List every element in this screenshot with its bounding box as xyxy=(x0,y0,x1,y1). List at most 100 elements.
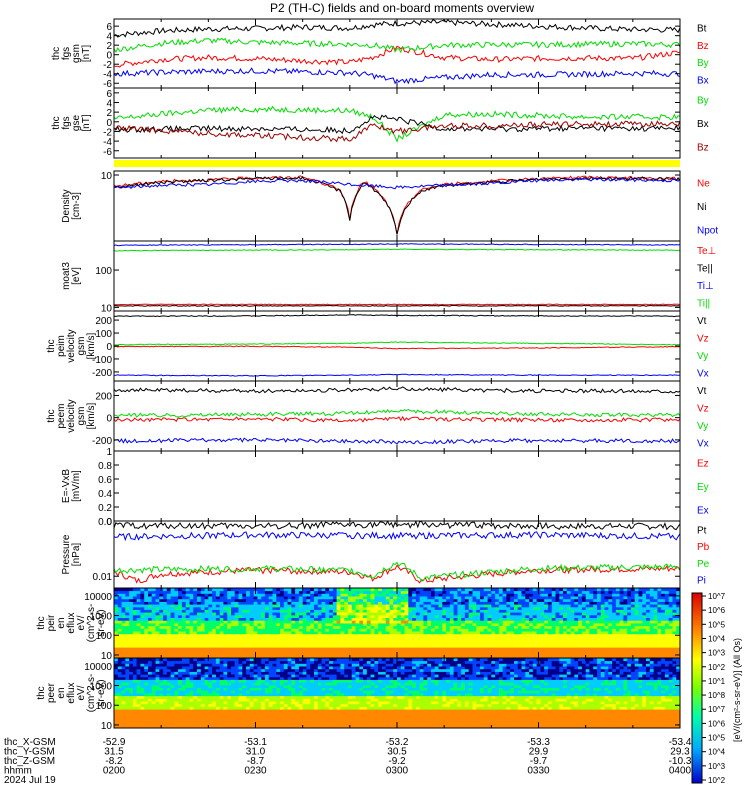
spectrogram-cell xyxy=(532,623,537,627)
spectrogram-cell xyxy=(272,636,277,640)
spectrogram-cell xyxy=(264,647,270,651)
spectrogram-cell xyxy=(415,639,421,643)
spectrogram-cell xyxy=(197,647,202,651)
spectrogram-cell xyxy=(329,639,334,643)
spectrogram-cell xyxy=(638,598,643,602)
spectrogram-cell xyxy=(208,655,213,659)
spectrogram-cell xyxy=(581,655,587,659)
spectrogram-cell xyxy=(340,598,345,602)
legend-entry: Ez xyxy=(697,459,709,470)
spectrogram-cell xyxy=(476,717,481,721)
spectrogram-cell xyxy=(449,722,454,726)
spectrogram-cell xyxy=(381,725,387,729)
spectrogram-cell xyxy=(434,625,439,629)
spectrogram-cell xyxy=(434,590,439,594)
spectrogram-cell xyxy=(181,725,187,729)
spectrogram-cell xyxy=(140,717,145,721)
spectrogram-cell xyxy=(468,725,473,729)
spectrogram-cell xyxy=(672,601,677,605)
spectrogram-cell xyxy=(498,644,504,648)
spectrogram-cell xyxy=(597,598,602,602)
spectrogram-cell xyxy=(540,598,545,602)
spectrogram-cell xyxy=(351,593,356,597)
spectrogram-cell xyxy=(287,719,292,723)
spectrogram-cell xyxy=(397,639,402,643)
spectrogram-cell xyxy=(578,631,583,635)
spectrogram-cell xyxy=(544,639,549,643)
spectrogram-cell xyxy=(253,617,258,621)
spectrogram-cell xyxy=(517,717,522,721)
spectrogram-cell xyxy=(461,601,466,605)
spectrogram-cell xyxy=(121,609,126,613)
spectrogram-cell xyxy=(381,590,387,594)
spectrogram-cell xyxy=(249,606,254,610)
spectrogram-cell xyxy=(268,719,273,723)
spectrogram-cell xyxy=(581,617,587,621)
spectrogram-cell xyxy=(563,725,568,729)
spectrogram-cell xyxy=(125,655,130,659)
spectrogram-cell xyxy=(117,644,122,648)
spectrogram-cell xyxy=(321,636,326,640)
spectrogram-cell xyxy=(163,588,168,592)
spectrogram-cell xyxy=(585,636,590,640)
spectrogram-cell xyxy=(249,614,254,618)
spectrogram-cell xyxy=(204,588,209,592)
spectrogram-cell xyxy=(615,601,621,605)
spectrogram-cell xyxy=(181,636,187,640)
spectrogram-cell xyxy=(559,647,564,651)
spectrogram-cell xyxy=(593,649,598,653)
spectrogram-cell xyxy=(400,593,405,597)
spectrogram-cell xyxy=(412,631,417,635)
spectrogram-cell xyxy=(453,604,458,608)
spectrogram-cell xyxy=(363,588,368,592)
y-tick-label: 100 xyxy=(95,266,112,277)
spectrogram-cell xyxy=(366,644,371,648)
spectrogram-cell xyxy=(336,644,341,648)
spectrogram-cell xyxy=(536,601,541,605)
spectrogram-cell xyxy=(585,590,590,594)
spectrogram-cell xyxy=(231,590,236,594)
spectrogram-cell xyxy=(170,590,175,594)
spectrogram-cell xyxy=(544,722,549,726)
spectrogram-cell xyxy=(646,647,651,651)
spectrogram-cell xyxy=(178,631,183,635)
spectrogram-cell xyxy=(117,633,122,637)
spectrogram-cell xyxy=(193,590,198,594)
spectrogram-cell xyxy=(231,606,236,610)
spectrogram-cell xyxy=(317,593,322,597)
spectrogram-cell xyxy=(257,652,262,656)
spectrogram-cell xyxy=(227,623,232,627)
spectrogram-cell xyxy=(212,725,217,729)
spectrogram-cell xyxy=(544,601,549,605)
spectrogram-cell xyxy=(166,633,171,637)
spectrogram-cell xyxy=(408,636,413,640)
spectrogram-cell xyxy=(170,620,175,624)
spectrogram-cell xyxy=(125,623,130,627)
spectrogram-cell xyxy=(125,598,130,602)
spectrogram-cell xyxy=(321,725,326,729)
spectrogram-cell xyxy=(457,596,462,600)
spectrogram-cell xyxy=(144,719,149,723)
spectrogram-cell xyxy=(204,606,209,610)
spectrogram-cell xyxy=(612,725,617,729)
spectrogram-cell xyxy=(453,719,458,723)
spectrogram-cell xyxy=(495,604,500,608)
spectrogram-cell xyxy=(325,641,330,645)
spectrogram-cell xyxy=(627,590,632,594)
spectrogram-cell xyxy=(472,596,477,600)
spectrogram-cell xyxy=(593,598,598,602)
spectrogram-cell xyxy=(472,612,477,616)
spectrogram-cell xyxy=(385,644,390,648)
spectrogram-cell xyxy=(302,593,307,597)
spectrogram-cell xyxy=(166,647,171,651)
spectrogram-cell xyxy=(491,590,496,594)
spectrogram-cell xyxy=(257,590,262,594)
spectrogram-cell xyxy=(264,644,270,648)
spectrogram-cell xyxy=(212,596,217,600)
spectrogram-cell xyxy=(317,614,322,618)
spectrogram-cell xyxy=(355,612,360,616)
spectrogram-cell xyxy=(615,717,621,721)
spectrogram-cell xyxy=(125,588,130,592)
spectrogram-cell xyxy=(642,647,647,651)
